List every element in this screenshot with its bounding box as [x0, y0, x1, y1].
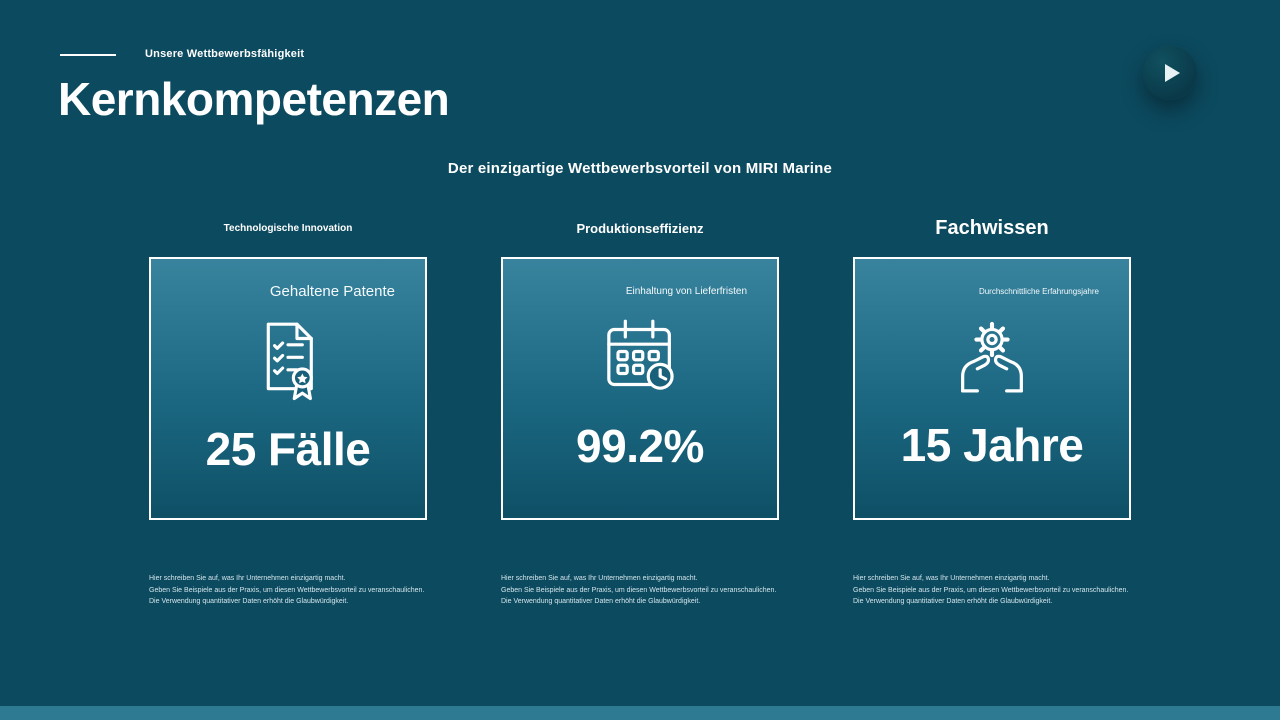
certificate-checklist-icon — [245, 304, 331, 416]
eyebrow-line — [60, 54, 116, 56]
stat-value: 25 Fälle — [205, 423, 371, 475]
description-line: Die Verwendung quantitativer Daten erhöh… — [501, 598, 701, 605]
description-line: Hier schreiben Sie auf, was Ihr Unterneh… — [149, 575, 346, 582]
calendar-deadline-icon — [596, 301, 684, 413]
stat-card: Durchschnittliche Erfahrungsjahre — [853, 257, 1131, 520]
competency-column: Fachwissen Durchschnittliche Erfahrungsj… — [853, 210, 1131, 608]
card-label: Einhaltung von Lieferfristen — [625, 286, 747, 297]
slide-title: Kernkompetenzen — [58, 73, 450, 125]
competency-column: Produktionseffizienz Einhaltung von Lief… — [501, 210, 779, 608]
stat-value: 15 Jahre — [900, 419, 1084, 471]
card-description: Hier schreiben Sie auf, was Ihr Unterneh… — [501, 573, 779, 608]
play-button[interactable] — [1143, 46, 1197, 100]
column-heading: Produktionseffizienz — [576, 221, 704, 236]
stat-value: 99.2% — [576, 420, 704, 472]
description-line: Hier schreiben Sie auf, was Ihr Unterneh… — [853, 575, 1050, 582]
description-line: Geben Sie Beispiele aus der Praxis, um d… — [149, 586, 425, 594]
hands-gear-icon — [948, 300, 1036, 412]
column-heading: Fachwissen — [935, 217, 1049, 239]
description-line: Hier schreiben Sie auf, was Ihr Unterneh… — [501, 575, 698, 582]
column-heading: Technologische Innovation — [223, 223, 353, 234]
description-line: Geben Sie Beispiele aus der Praxis, um d… — [501, 586, 777, 594]
card-label: Durchschnittliche Erfahrungsjahre — [978, 287, 1099, 296]
card-description: Hier schreiben Sie auf, was Ihr Unterneh… — [853, 573, 1131, 608]
play-icon — [1165, 64, 1180, 82]
card-label: Gehaltene Patente — [269, 283, 395, 300]
eyebrow-label: Unsere Wettbewerbsfähigkeit — [145, 48, 305, 60]
description-line: Geben Sie Beispiele aus der Praxis, um d… — [853, 586, 1129, 594]
stat-card: Gehaltene Patente 25 Fälle — [149, 257, 427, 520]
footer-bar — [0, 706, 1280, 720]
description-line: Die Verwendung quantitativer Daten erhöh… — [853, 598, 1053, 605]
competency-column: Technologische Innovation Gehaltene Pate… — [149, 210, 427, 608]
stat-card: Einhaltung von Lieferfristen 99.2% — [501, 257, 779, 520]
slide-subtitle: Der einzigartige Wettbewerbsvorteil von … — [447, 160, 833, 177]
competency-columns: Technologische Innovation Gehaltene Pate… — [149, 210, 1131, 608]
description-line: Die Verwendung quantitativer Daten erhöh… — [149, 598, 349, 605]
card-description: Hier schreiben Sie auf, was Ihr Unterneh… — [149, 573, 427, 608]
